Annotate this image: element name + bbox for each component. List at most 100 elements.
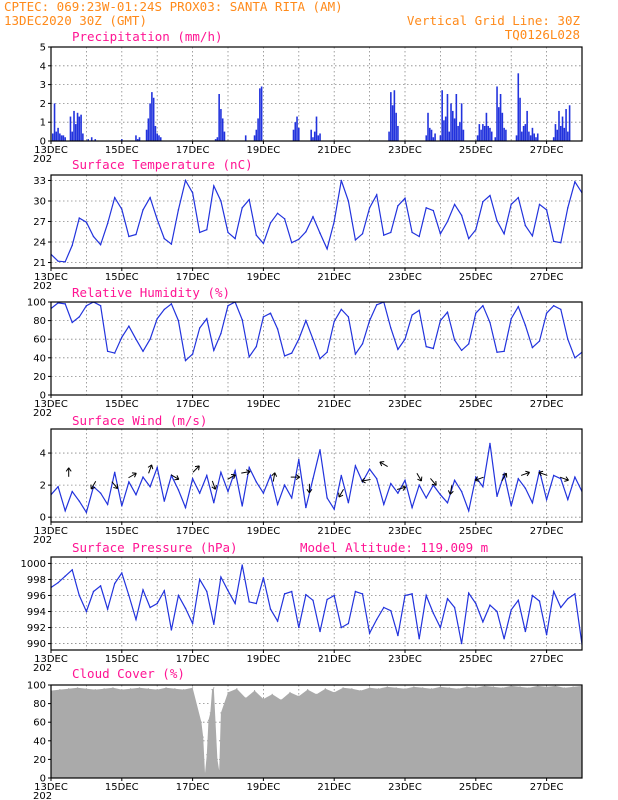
wind-xtick-label: 27DEC xyxy=(530,526,564,537)
humidity-xtick-label: 27DEC xyxy=(530,399,564,410)
wind-point xyxy=(177,489,180,491)
pressure-point xyxy=(135,618,137,621)
cloud-cover-point xyxy=(307,689,309,691)
precipitation-ytick-label: 0 xyxy=(40,137,46,148)
wind-arrow xyxy=(192,465,200,473)
humidity-point xyxy=(312,338,314,340)
cloud-cover-xtick-label: 21DEC xyxy=(317,782,351,793)
wind-point xyxy=(220,471,222,473)
pressure-point xyxy=(149,606,151,609)
pressure-line xyxy=(51,564,582,645)
wind-arrow-shaft xyxy=(111,481,118,489)
precip-bar xyxy=(519,97,521,141)
precip-bar xyxy=(430,129,433,141)
wind-point xyxy=(531,502,534,504)
precip-bar xyxy=(460,103,463,141)
cloud-cover-title: Cloud Cover (%) xyxy=(72,666,185,681)
temperature-point xyxy=(340,179,342,182)
pressure-point xyxy=(567,597,569,600)
humidity-point xyxy=(545,312,548,314)
humidity-point xyxy=(241,318,243,321)
wind-arrow xyxy=(306,483,313,494)
humidity-frame xyxy=(50,301,583,396)
wind-arrow-head xyxy=(65,467,72,472)
temperature-point xyxy=(283,218,286,220)
humidity-point xyxy=(128,325,130,327)
wind-arrow-head xyxy=(417,476,423,482)
pressure-point xyxy=(347,622,350,625)
wind-point xyxy=(163,500,165,502)
pressure-point xyxy=(213,623,215,626)
temperature-xtick-label: 15DEC xyxy=(105,272,139,283)
cloud-cover-xtick-label: 17DEC xyxy=(176,782,210,793)
cloud-cover-point xyxy=(220,712,222,714)
precip-bar xyxy=(218,94,220,141)
wind-ytick-label: 2 xyxy=(40,481,46,492)
cloud-cover-point xyxy=(138,687,141,689)
precipitation-ytick-label: 4 xyxy=(40,61,46,72)
precip-bar xyxy=(257,118,259,141)
precip-bar xyxy=(397,125,399,141)
humidity-point xyxy=(496,351,498,353)
wind-xtick-label: 13DEC xyxy=(34,526,68,537)
wind-point xyxy=(262,492,265,494)
humidity-point xyxy=(404,338,406,340)
wind-point xyxy=(453,479,456,482)
wind-arrow xyxy=(90,480,97,490)
wind-xtick-label: 23DEC xyxy=(388,526,422,537)
cloud-cover-point xyxy=(94,689,96,691)
cloud-cover-point xyxy=(439,686,441,688)
humidity-point xyxy=(425,345,427,348)
precip-bar xyxy=(138,137,141,141)
cloud-cover-point xyxy=(492,686,495,688)
wind-title: Surface Wind (m/s) xyxy=(72,413,207,428)
precip-bar xyxy=(434,133,436,141)
humidity-point xyxy=(397,348,399,351)
wind-arrow-shaft xyxy=(170,474,180,480)
temperature-point xyxy=(411,231,413,234)
wind-point xyxy=(510,505,512,507)
temperature-point xyxy=(262,242,265,245)
precip-bar xyxy=(310,129,312,141)
pressure-point xyxy=(460,642,463,645)
wind-point xyxy=(283,484,286,486)
wind-arrow-head xyxy=(306,488,313,494)
wind-arrow xyxy=(416,472,423,482)
wind-point xyxy=(312,478,314,480)
cloud-cover-point xyxy=(213,687,215,689)
precip-bar xyxy=(427,112,429,141)
wind-point xyxy=(517,478,519,480)
cloud-cover-panel: Cloud Cover (%) 0 20 40 60 80 100 13DEC 15DEC 17… xyxy=(27,666,583,800)
wind-arrow xyxy=(447,485,454,495)
temperature-point xyxy=(354,239,357,241)
wind-arrow-shaft xyxy=(501,472,507,482)
cloud-cover-point xyxy=(216,758,218,761)
precipitation-ytick-label: 1 xyxy=(40,118,46,129)
wind-point xyxy=(333,508,335,510)
wind-xtick-label: 21DEC xyxy=(317,526,351,537)
humidity-point xyxy=(177,319,180,322)
temperature-point xyxy=(71,244,73,247)
temperature-point xyxy=(213,185,215,187)
cloud-cover-point xyxy=(475,687,477,689)
humidity-point xyxy=(432,347,435,350)
wind-panel: Surface Wind (m/s) 0 2 4 13DEC 15DEC 17DEC 19D… xyxy=(33,413,583,546)
pressure-point xyxy=(92,590,95,593)
precip-bar xyxy=(522,125,525,141)
cloud-cover-point xyxy=(202,736,204,738)
pressure-point xyxy=(552,590,555,593)
cloud-cover-point xyxy=(209,712,211,714)
precip-bar xyxy=(294,122,297,141)
precip-bar xyxy=(151,92,153,141)
cloud-cover-point xyxy=(206,754,208,756)
humidity-point xyxy=(121,336,123,339)
precip-bar xyxy=(147,118,150,141)
cloud-cover-point xyxy=(174,688,176,690)
precip-bar xyxy=(499,94,502,141)
cloud-cover-point xyxy=(165,687,167,689)
wind-arrow-head xyxy=(431,480,437,486)
pressure-panel: Surface Pressure (hPa) Model Altitude: 1… xyxy=(21,540,583,674)
cloud-cover-point xyxy=(130,688,132,690)
precipitation-panel: Precipitation (mm/h) 0 1 2 3 4 5 13DEC 15DEC 17D… xyxy=(33,29,583,165)
wind-point xyxy=(99,492,102,494)
